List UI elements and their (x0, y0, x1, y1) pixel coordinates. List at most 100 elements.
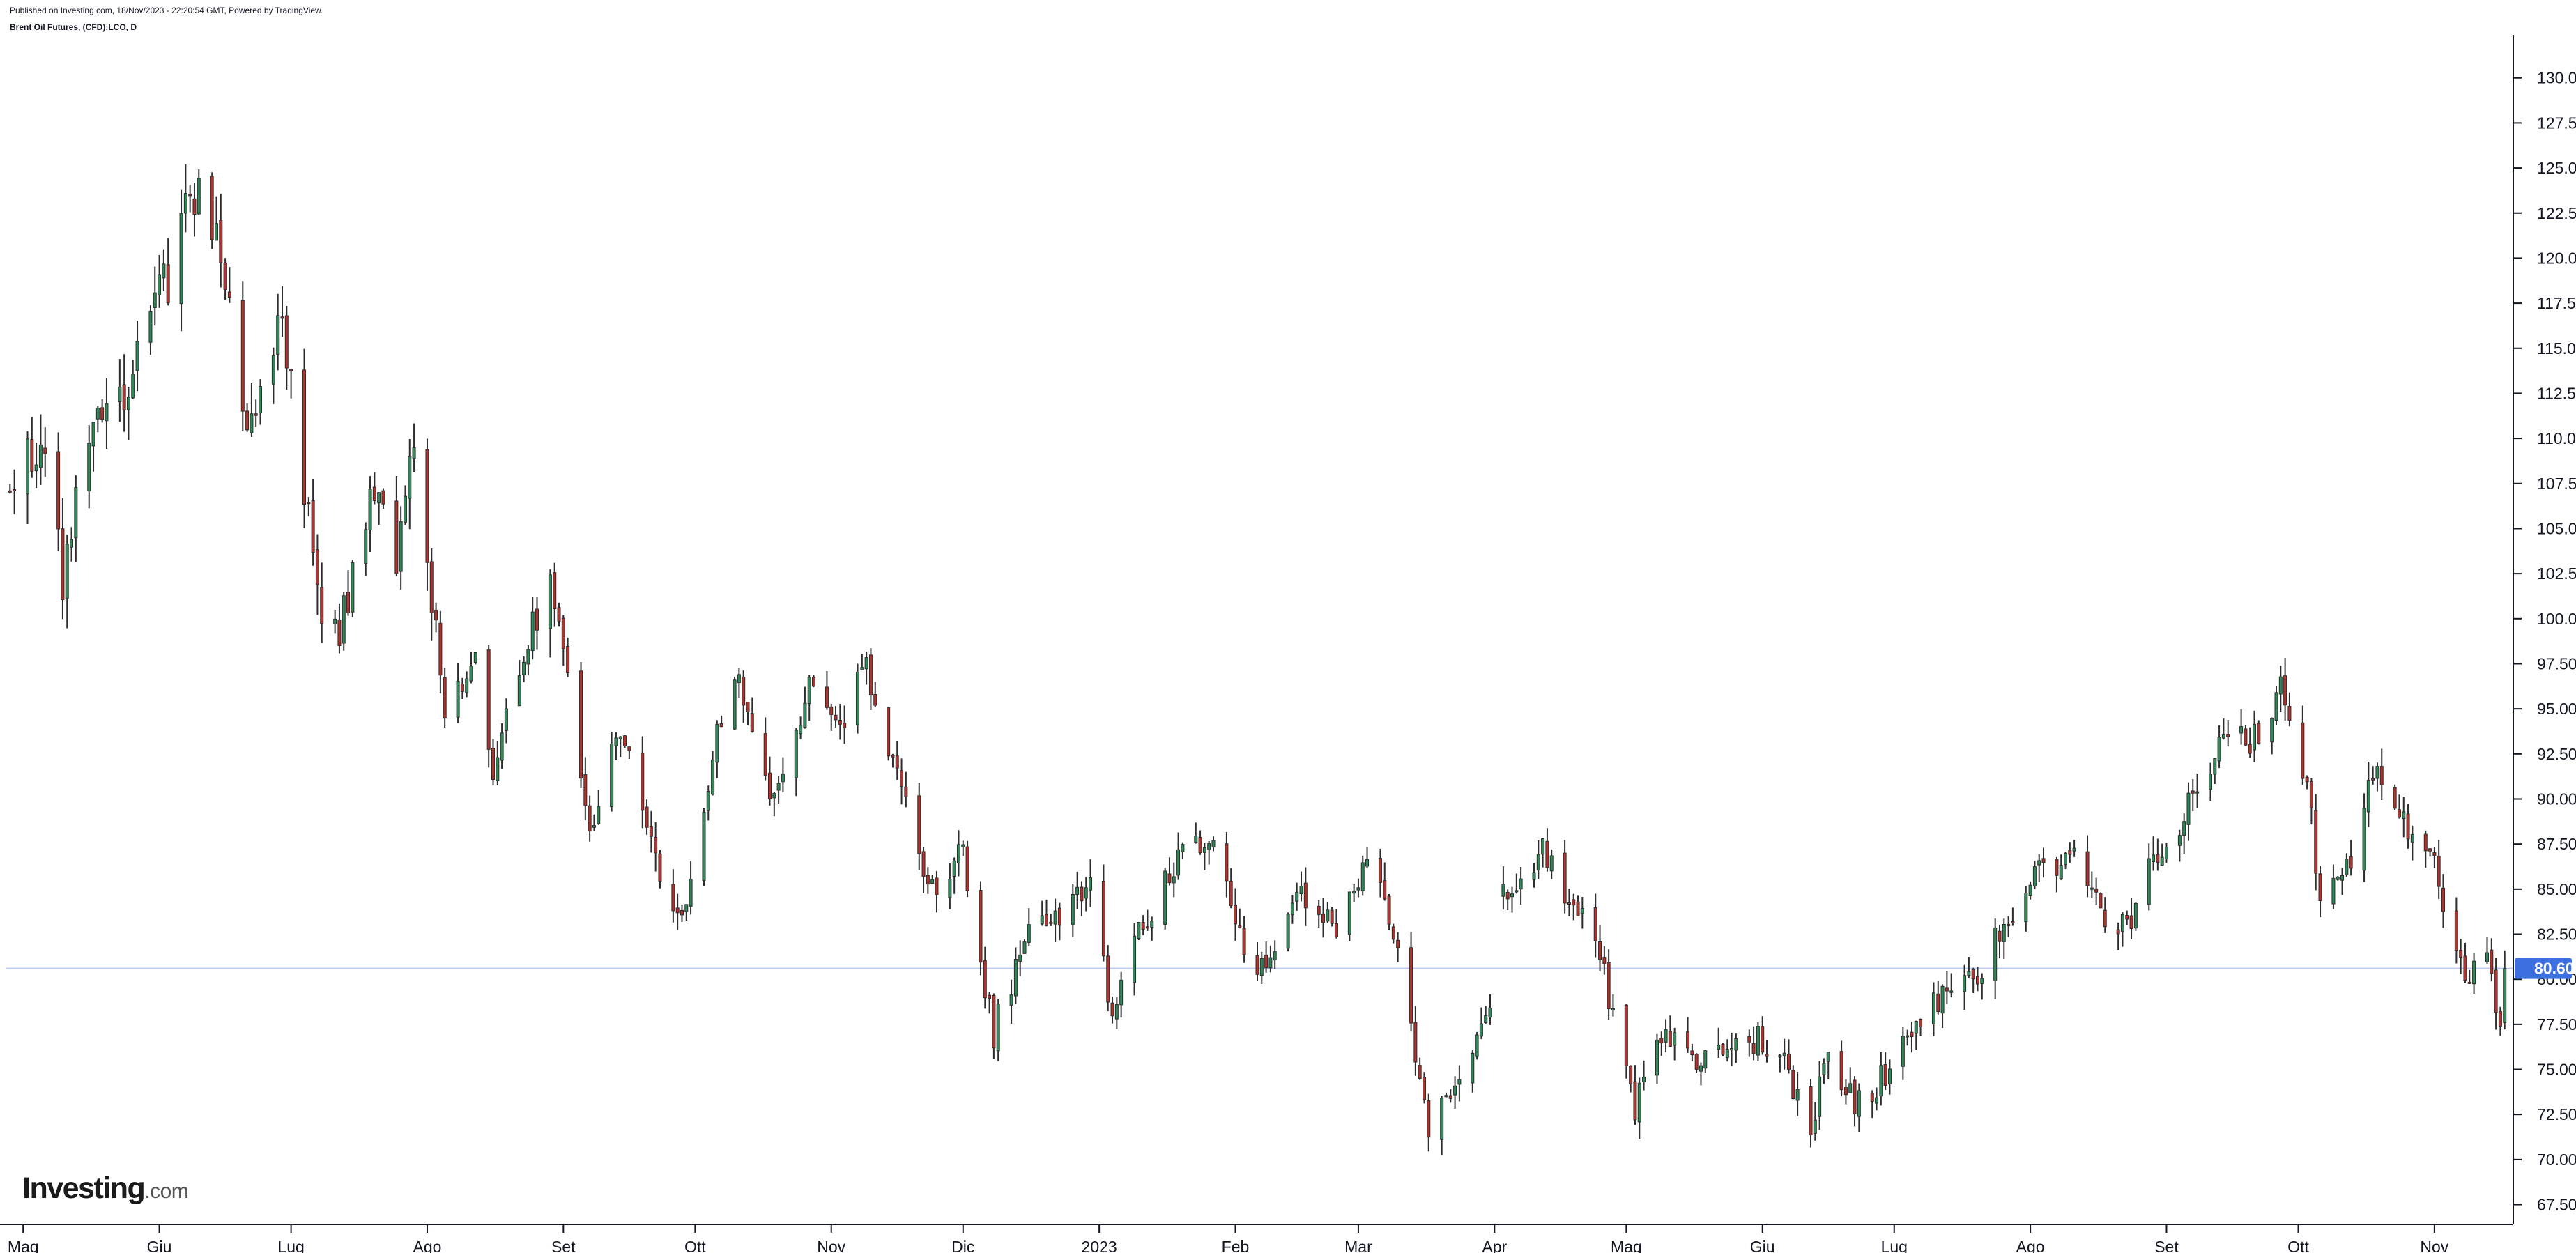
candle (1378, 848, 1382, 898)
candle (1659, 1031, 1664, 1056)
candle-body (1273, 951, 1277, 961)
candle-body (2336, 876, 2340, 880)
candle (105, 378, 109, 449)
candle-body (2375, 766, 2379, 779)
candle (2125, 910, 2129, 925)
candle-body (2349, 856, 2353, 869)
candle (2252, 710, 2256, 762)
candle (1809, 1079, 1813, 1148)
x-tick-label: Giu (1750, 1238, 1775, 1253)
candle (1853, 1076, 1857, 1127)
candle (992, 993, 996, 1059)
candle-body (486, 649, 491, 750)
candle-body (2252, 723, 2256, 751)
candle-body (2032, 866, 2037, 887)
logo-brand: Investing (22, 1171, 146, 1205)
candle-body (1694, 1054, 1699, 1070)
candle (192, 182, 197, 237)
candle-body (1360, 862, 1365, 891)
candle-body (2103, 909, 2107, 928)
candle (979, 881, 983, 976)
candle-body (733, 679, 737, 730)
candle (346, 570, 351, 616)
candle-body (1383, 880, 1387, 900)
candle (737, 668, 741, 698)
candle (271, 347, 275, 404)
candle-body (2191, 790, 2195, 794)
candle-body (1809, 1086, 1813, 1135)
candle (1567, 889, 1571, 916)
candle-body (1778, 1055, 1782, 1058)
candle-body (1510, 893, 1515, 898)
candle-body (307, 502, 311, 505)
logo-suffix: .com (144, 1180, 189, 1203)
candle-body (2129, 915, 2133, 929)
candle-body (188, 194, 192, 197)
y-tick-label: 67.50 (2537, 1196, 2576, 1214)
candle (2116, 922, 2120, 951)
candle-body (1853, 1079, 1857, 1114)
candle-body (1686, 1031, 1690, 1049)
candle (2278, 666, 2283, 712)
symbol-title: Brent Oil Futures, (CFD):LCO, D (10, 22, 137, 32)
candle (812, 675, 816, 688)
candle-body (1637, 1082, 1641, 1123)
candle (1084, 877, 1088, 912)
candle (153, 266, 157, 326)
candle-body (1119, 979, 1124, 1006)
candle (158, 254, 162, 308)
candle-body (2028, 884, 2032, 896)
y-tick-label: 112.50 (2537, 384, 2576, 402)
candle-body (1975, 976, 1979, 985)
candle-body (1536, 854, 1540, 871)
candle-body (1225, 843, 1229, 882)
candle-body (2309, 781, 2313, 808)
candle-body (2120, 914, 2124, 932)
candle (2375, 762, 2379, 792)
candle (1980, 973, 1984, 1000)
candle-body (456, 680, 460, 718)
candle (65, 535, 69, 629)
candle-body (2090, 887, 2094, 890)
candle-body (2406, 813, 2410, 840)
candle-body (812, 677, 816, 687)
candle (2305, 775, 2309, 790)
candle (2177, 829, 2182, 862)
candle-body (592, 825, 596, 828)
candle (834, 705, 838, 728)
candle (1194, 822, 1198, 844)
y-tick-label: 87.50 (2537, 835, 2576, 853)
x-tick-label: Dic (951, 1238, 974, 1253)
candle (1238, 908, 1242, 929)
candle-body (1734, 1038, 1738, 1051)
candle (2195, 774, 2200, 808)
candle (2331, 864, 2336, 909)
candle-body (1330, 909, 1334, 924)
candle-body (438, 622, 443, 676)
candle-body (2147, 858, 2151, 905)
candle-body (1664, 1029, 1668, 1043)
candle-body (1782, 1052, 1786, 1056)
candle-body (557, 607, 561, 622)
candle (2301, 705, 2305, 785)
candle-body (566, 645, 570, 673)
candle (1914, 1020, 1918, 1050)
candle (337, 603, 342, 654)
candle-body (250, 413, 254, 433)
candle (399, 506, 403, 590)
candle (1664, 1019, 1668, 1053)
candle (8, 484, 12, 494)
candle (2239, 709, 2244, 745)
candle-body (649, 826, 653, 837)
candle (781, 757, 785, 793)
candle-body (302, 369, 307, 505)
candle-body (1993, 928, 1998, 981)
candle (2208, 762, 2212, 801)
candle-body (2059, 865, 2063, 879)
candle-body (38, 444, 43, 468)
y-tick-label: 95.00 (2537, 700, 2576, 718)
candle-body (2116, 929, 2120, 935)
candle-body (979, 890, 983, 963)
candle-body (2226, 734, 2230, 737)
